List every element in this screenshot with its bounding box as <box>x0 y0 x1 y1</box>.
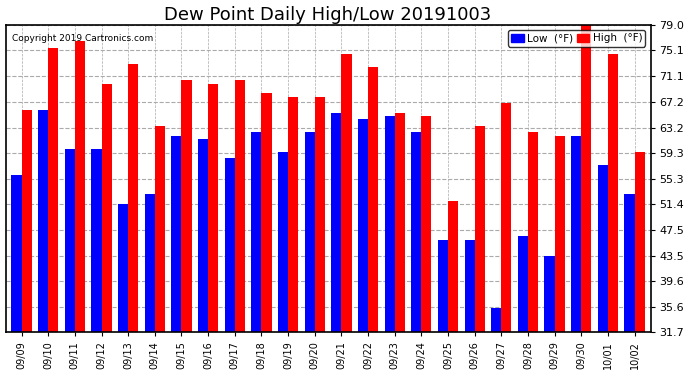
Bar <box>181 80 192 332</box>
Bar <box>48 48 59 332</box>
Bar <box>422 116 431 332</box>
Bar <box>384 116 395 332</box>
Bar <box>235 80 245 332</box>
Bar <box>304 132 315 332</box>
Bar <box>262 93 272 332</box>
Bar <box>635 152 644 332</box>
Bar <box>38 110 48 332</box>
Bar <box>101 84 112 332</box>
Bar <box>448 201 458 332</box>
Bar <box>358 119 368 332</box>
Bar <box>198 139 208 332</box>
Bar <box>368 68 378 332</box>
Bar <box>65 148 75 332</box>
Bar <box>581 25 591 332</box>
Bar <box>91 148 101 332</box>
Bar <box>145 194 155 332</box>
Title: Dew Point Daily High/Low 20191003: Dew Point Daily High/Low 20191003 <box>164 6 492 24</box>
Bar <box>278 152 288 332</box>
Bar <box>598 165 608 332</box>
Bar <box>331 113 342 332</box>
Bar <box>438 240 448 332</box>
Bar <box>528 132 538 332</box>
Bar <box>12 174 21 332</box>
Text: Copyright 2019 Cartronics.com: Copyright 2019 Cartronics.com <box>12 34 153 44</box>
Bar <box>518 236 528 332</box>
Bar <box>475 126 485 332</box>
Bar <box>411 132 422 332</box>
Bar <box>288 97 298 332</box>
Bar <box>571 135 581 332</box>
Bar <box>502 103 511 332</box>
Bar <box>225 158 235 332</box>
Bar <box>315 97 325 332</box>
Bar <box>155 126 165 332</box>
Bar <box>395 113 405 332</box>
Bar <box>544 256 555 332</box>
Bar <box>464 240 475 332</box>
Bar <box>608 54 618 332</box>
Bar <box>128 64 138 332</box>
Bar <box>118 204 128 332</box>
Bar <box>555 135 564 332</box>
Bar <box>624 194 635 332</box>
Bar <box>251 132 262 332</box>
Bar <box>75 41 85 332</box>
Bar <box>21 110 32 332</box>
Bar <box>342 54 351 332</box>
Bar <box>171 135 181 332</box>
Bar <box>208 84 218 332</box>
Bar <box>491 308 502 332</box>
Legend: Low  (°F), High  (°F): Low (°F), High (°F) <box>508 30 645 46</box>
